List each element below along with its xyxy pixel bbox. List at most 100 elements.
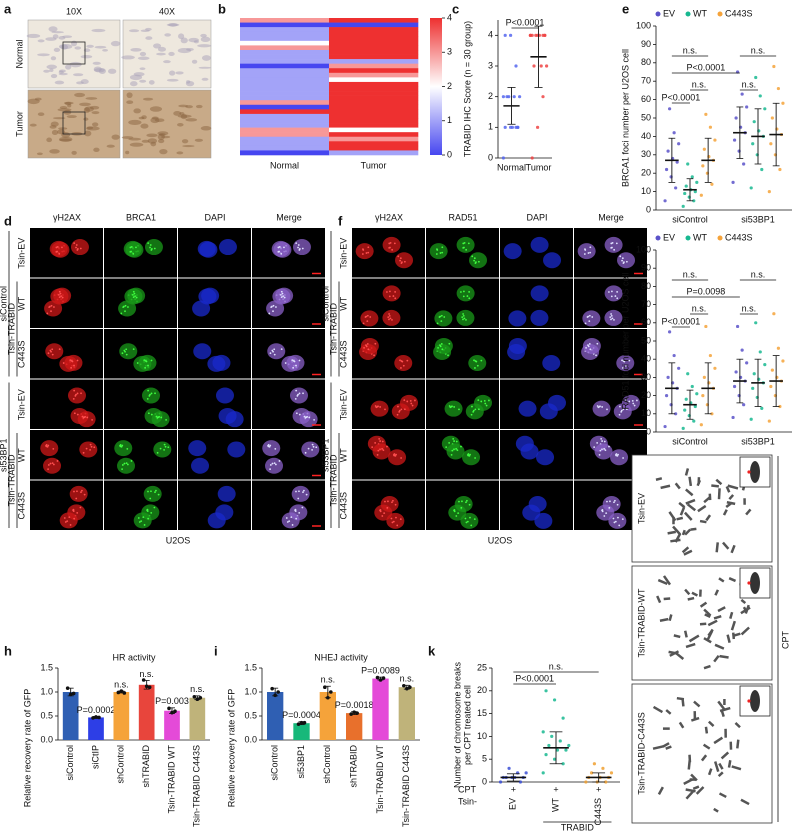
focus	[440, 320, 443, 323]
focus	[625, 408, 628, 411]
tissue-texture	[148, 80, 155, 85]
heatmap-cell	[240, 141, 330, 147]
focus	[617, 453, 619, 456]
nucleus	[271, 240, 290, 257]
chromosome	[691, 591, 698, 597]
nucleus	[143, 485, 162, 502]
focus	[80, 392, 82, 395]
heatmap-cell	[240, 136, 330, 142]
data-point	[514, 64, 518, 68]
focus	[610, 295, 613, 298]
focus	[587, 344, 589, 347]
focus	[149, 244, 152, 246]
data-point	[561, 762, 565, 766]
y-tick-label: 3	[488, 60, 493, 70]
data-point	[530, 156, 534, 160]
replicate-point	[273, 693, 277, 698]
focus	[601, 510, 604, 513]
y-tick-label: 90	[641, 39, 651, 49]
data-point	[749, 186, 753, 190]
focus	[474, 408, 477, 411]
chromosome	[740, 598, 747, 605]
focus	[393, 454, 396, 457]
replicate-point	[402, 683, 406, 688]
data-point	[503, 125, 507, 129]
focus	[603, 440, 606, 443]
focus	[456, 449, 459, 452]
focus	[297, 244, 300, 246]
focus	[147, 490, 149, 493]
significance-label: n.s.	[751, 45, 766, 55]
bar	[88, 717, 104, 740]
chromosome	[707, 720, 715, 727]
data-point	[736, 324, 740, 329]
tissue-texture	[49, 68, 54, 73]
x-tick-label: Tsin-TRABID C443S	[192, 745, 202, 827]
nucleus	[197, 240, 216, 257]
tissue-texture	[51, 129, 59, 136]
data-point	[547, 743, 551, 748]
data-point	[681, 426, 685, 430]
focus	[298, 359, 301, 362]
nucleus	[227, 441, 246, 458]
data-point	[754, 75, 758, 80]
focus	[68, 516, 71, 519]
data-point	[713, 138, 717, 142]
focus	[616, 503, 619, 506]
replicate-point	[167, 706, 171, 711]
nucleus	[70, 239, 89, 256]
chromosome	[690, 773, 698, 782]
replicate-point	[198, 695, 203, 700]
focus	[625, 399, 628, 402]
focus	[611, 317, 614, 320]
y-tick-label: 60	[641, 94, 651, 104]
focus	[136, 362, 139, 364]
tissue-texture	[67, 104, 72, 108]
focus	[50, 304, 53, 307]
focus	[599, 449, 602, 452]
focus	[50, 310, 52, 313]
tissue-texture	[54, 80, 65, 85]
chromosome	[740, 798, 750, 806]
focus	[622, 408, 625, 411]
focus	[379, 440, 382, 442]
y-tick-label: 10	[641, 408, 651, 418]
focus	[123, 462, 126, 465]
chromosome	[678, 501, 686, 509]
focus	[121, 468, 123, 471]
focus	[125, 462, 128, 465]
tissue-texture	[156, 52, 166, 56]
data-point	[751, 386, 755, 390]
chromosome	[713, 761, 720, 772]
focus	[614, 499, 616, 502]
chromosome	[713, 654, 720, 663]
heatmap-cell	[329, 49, 419, 55]
focus	[89, 443, 92, 446]
legend-marker	[685, 235, 691, 241]
y-tick-label: 70	[641, 299, 651, 309]
y-tick-label: 10	[641, 186, 651, 196]
focus	[615, 454, 618, 457]
x-tick-label: si53BP1	[296, 745, 306, 779]
data-point	[690, 175, 694, 179]
focus	[76, 359, 79, 362]
tissue-texture	[43, 69, 50, 73]
heatmap-cell	[329, 127, 419, 133]
chromosome	[655, 477, 663, 481]
focus	[601, 440, 604, 442]
focus	[396, 413, 399, 416]
focus	[453, 510, 456, 513]
focus	[51, 462, 54, 465]
focus	[403, 408, 406, 411]
nucleus	[539, 403, 558, 420]
focus	[130, 250, 132, 253]
heatmap-cell	[240, 72, 330, 78]
heatmap-cell	[240, 81, 330, 87]
data-point	[745, 105, 749, 109]
focus	[386, 291, 388, 293]
data-point	[778, 404, 782, 409]
nucleus	[69, 485, 88, 502]
chromosome	[678, 721, 685, 729]
group-label: siControl	[320, 286, 330, 322]
tissue-texture	[173, 110, 182, 116]
